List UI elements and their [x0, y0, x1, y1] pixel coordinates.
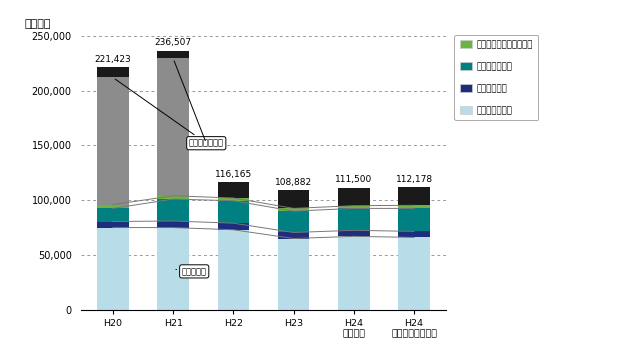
Bar: [218, 198, 249, 201]
Text: 112,178: 112,178: [396, 174, 433, 184]
Bar: [399, 205, 430, 208]
Bar: [97, 67, 128, 78]
Legend: 文化・交流センター売上, 受取手数料収入, 土地直管収入, 所有床賌貸収入: 文化・交流センター売上, 受取手数料収入, 土地直管収入, 所有床賌貸収入: [454, 35, 538, 120]
Text: 受託料収入: 受託料収入: [176, 267, 206, 276]
Bar: [338, 208, 370, 230]
Bar: [218, 183, 249, 198]
Bar: [157, 58, 189, 196]
Bar: [338, 230, 370, 236]
Text: 116,165: 116,165: [215, 170, 252, 179]
Bar: [338, 188, 370, 206]
Bar: [157, 196, 189, 199]
Bar: [399, 187, 430, 205]
Bar: [278, 232, 309, 239]
Bar: [399, 237, 430, 310]
Bar: [278, 239, 309, 310]
Bar: [218, 230, 249, 310]
Bar: [399, 208, 430, 231]
Bar: [97, 221, 128, 227]
Bar: [218, 201, 249, 223]
Bar: [97, 208, 128, 221]
Text: 駅前駐車場収入: 駅前駐車場収入: [115, 79, 224, 148]
Text: 111,500: 111,500: [335, 175, 373, 184]
Bar: [218, 223, 249, 230]
Bar: [399, 231, 430, 237]
Bar: [278, 211, 309, 232]
Bar: [338, 206, 370, 208]
Bar: [338, 236, 370, 310]
Y-axis label: （千円）: （千円）: [25, 19, 51, 29]
Bar: [97, 205, 128, 208]
Bar: [278, 190, 309, 208]
Text: 108,882: 108,882: [275, 178, 312, 187]
Bar: [97, 227, 128, 310]
Text: 236,507: 236,507: [154, 38, 192, 47]
Text: 221,423: 221,423: [94, 55, 131, 64]
Bar: [157, 227, 189, 310]
Bar: [97, 78, 128, 205]
Bar: [157, 221, 189, 227]
Bar: [157, 199, 189, 221]
Bar: [278, 208, 309, 211]
Bar: [157, 51, 189, 58]
